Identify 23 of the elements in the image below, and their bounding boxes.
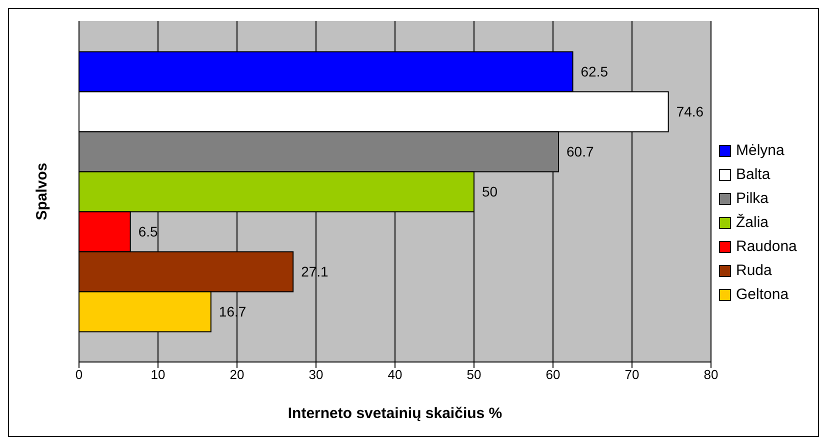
data-label: 6.5: [138, 224, 158, 240]
legend-label: Mėlyna: [736, 142, 784, 159]
data-label: 62.5: [580, 64, 608, 80]
data-label: 74.6: [676, 104, 704, 120]
legend-label: Ruda: [736, 262, 772, 279]
legend-label: Raudona: [736, 238, 797, 255]
y-axis-title: Spalvos: [33, 162, 50, 220]
x-tick-label: 70: [624, 367, 640, 382]
x-tick-label: 50: [466, 367, 482, 382]
x-tick-label: 10: [150, 367, 166, 382]
data-label: 50: [482, 184, 498, 200]
x-tick-label: 80: [704, 367, 718, 382]
x-tick-label: 30: [308, 367, 324, 382]
x-tick-label: 60: [546, 367, 560, 382]
legend-label: Žalia: [736, 214, 769, 231]
legend-label: Geltona: [736, 286, 789, 303]
legend-label: Balta: [736, 166, 770, 183]
x-tick-label: 0: [75, 367, 83, 382]
legend-label: Pilka: [736, 190, 769, 207]
x-tick-label: 40: [388, 367, 402, 382]
x-axis-title: Interneto svetainių skaičius %: [288, 405, 502, 422]
x-tick-label: 20: [230, 367, 244, 382]
data-label: 60.7: [566, 144, 594, 160]
